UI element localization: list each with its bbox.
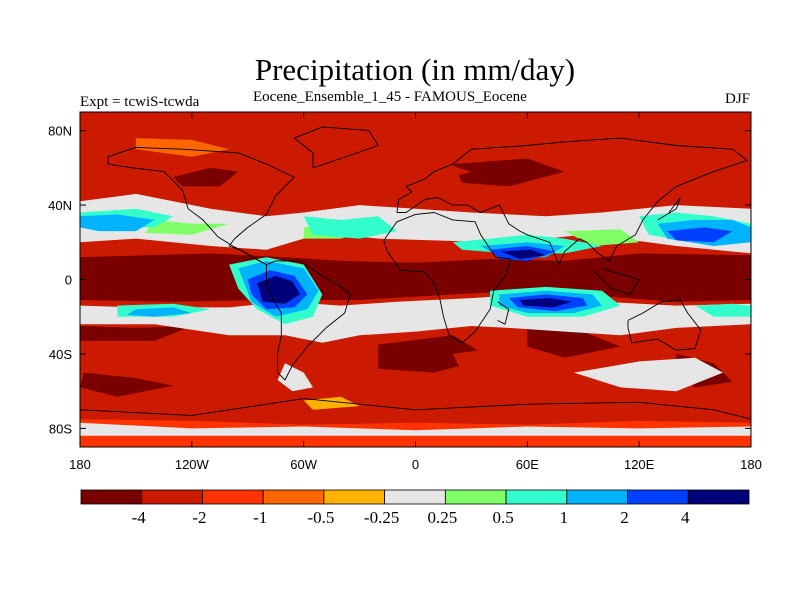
latitude-axis: 80N 40N 0 40S 80S <box>48 124 751 436</box>
colorbar-swatch-1 <box>141 489 203 505</box>
colorbar-swatch-10 <box>687 489 750 505</box>
colorbar-label-0: -4 <box>132 508 147 527</box>
coastline-0 <box>107 146 295 266</box>
precip-region-27 <box>695 303 751 317</box>
coastline-4 <box>627 299 702 351</box>
lat-tick-label-1: 40N <box>48 198 72 213</box>
precip-region-14 <box>277 363 313 392</box>
coastline-6 <box>293 126 379 169</box>
precip-region-44 <box>601 164 714 187</box>
precip-region-2 <box>80 372 174 397</box>
colorbar-swatch-9 <box>627 489 689 505</box>
lat-tick-label-4: 80S <box>49 421 72 436</box>
colorbar-label-9: 4 <box>681 508 690 527</box>
precip-region-38 <box>257 275 300 304</box>
coastline-5 <box>80 398 751 420</box>
colorbar-swatch-4 <box>323 489 386 505</box>
colorbar-label-5: 0.25 <box>427 508 457 527</box>
precip-region-1 <box>80 326 192 341</box>
colorbar-label-8: 2 <box>620 508 629 527</box>
precip-region-45 <box>94 353 183 377</box>
precip-region-40 <box>501 249 546 259</box>
lon-tick-label-4: 60E <box>516 457 539 472</box>
lon-tick-label-3: 0 <box>412 457 419 472</box>
precip-region-15 <box>573 357 723 392</box>
precip-region-39 <box>519 298 573 308</box>
lat-tick-label-3: 40S <box>49 347 72 362</box>
lon-tick-label-0: 180 <box>69 457 91 472</box>
lon-tick-label-6: 180 <box>740 457 762 472</box>
coastline-8 <box>497 301 510 325</box>
precip-region-33 <box>126 307 192 317</box>
colorbar-label-3: -0.5 <box>307 508 334 527</box>
precip-region-41 <box>229 339 304 362</box>
coastline-1 <box>265 260 351 381</box>
precip-region-28 <box>80 214 155 232</box>
precip-region-16 <box>80 422 751 436</box>
lon-tick-label-5: 120E <box>624 457 655 472</box>
coastlines <box>80 126 751 420</box>
precip-region-8 <box>80 115 751 135</box>
lat-tick-label-0: 80N <box>48 124 72 139</box>
colorbar-label-1: -2 <box>192 508 206 527</box>
coastline-3 <box>396 137 748 266</box>
coastline-9 <box>657 197 681 221</box>
colorbar-swatch-7 <box>505 489 568 505</box>
subtitle: Eocene_Ensemble_1_45 - FAMOUS_Eocene <box>253 89 527 105</box>
colorbar-swatch-2 <box>202 489 264 505</box>
colorbar-swatch-5 <box>384 489 446 505</box>
colorbar-label-4: -0.25 <box>364 508 399 527</box>
precip-region-12 <box>80 193 751 254</box>
page-title: Precipitation (in mm/day) <box>254 52 576 87</box>
precip-region-3 <box>173 167 239 187</box>
precip-region-17 <box>145 219 230 235</box>
precip-region-42 <box>452 346 546 377</box>
colorbar-label-2: -1 <box>253 508 267 527</box>
precip-region-21 <box>303 216 397 239</box>
colorbar-label-6: 0.5 <box>492 508 513 527</box>
coastline-2 <box>383 212 512 344</box>
precip-region-19 <box>564 229 640 246</box>
lon-tick-label-2: 60W <box>290 457 317 472</box>
colorbar-swatch-0 <box>80 489 143 505</box>
precip-region-10 <box>135 138 230 157</box>
colorbar-swatch-3 <box>262 489 325 505</box>
precip-region-5 <box>527 326 621 358</box>
colorbar: -4 -2 -1 -0.5 -0.25 0.25 0.5 1 2 4 <box>80 489 750 527</box>
coastline-7 <box>592 267 640 295</box>
colorbar-swatch-8 <box>566 489 628 505</box>
lon-tick-label-1: 120W <box>175 457 210 472</box>
contour-fills <box>80 115 751 447</box>
lat-tick-label-2: 0 <box>65 273 72 288</box>
experiment-label: Expt = tcwiS-tcwda <box>80 94 200 110</box>
precip-region-6 <box>452 158 565 187</box>
colorbar-label-7: 1 <box>560 508 569 527</box>
season-label: DJF <box>724 91 750 107</box>
longitude-axis: 180 120W 60W 0 60E 120E 180 <box>69 112 762 472</box>
colorbar-swatch-6 <box>444 489 507 505</box>
precip-region-37 <box>667 227 733 243</box>
